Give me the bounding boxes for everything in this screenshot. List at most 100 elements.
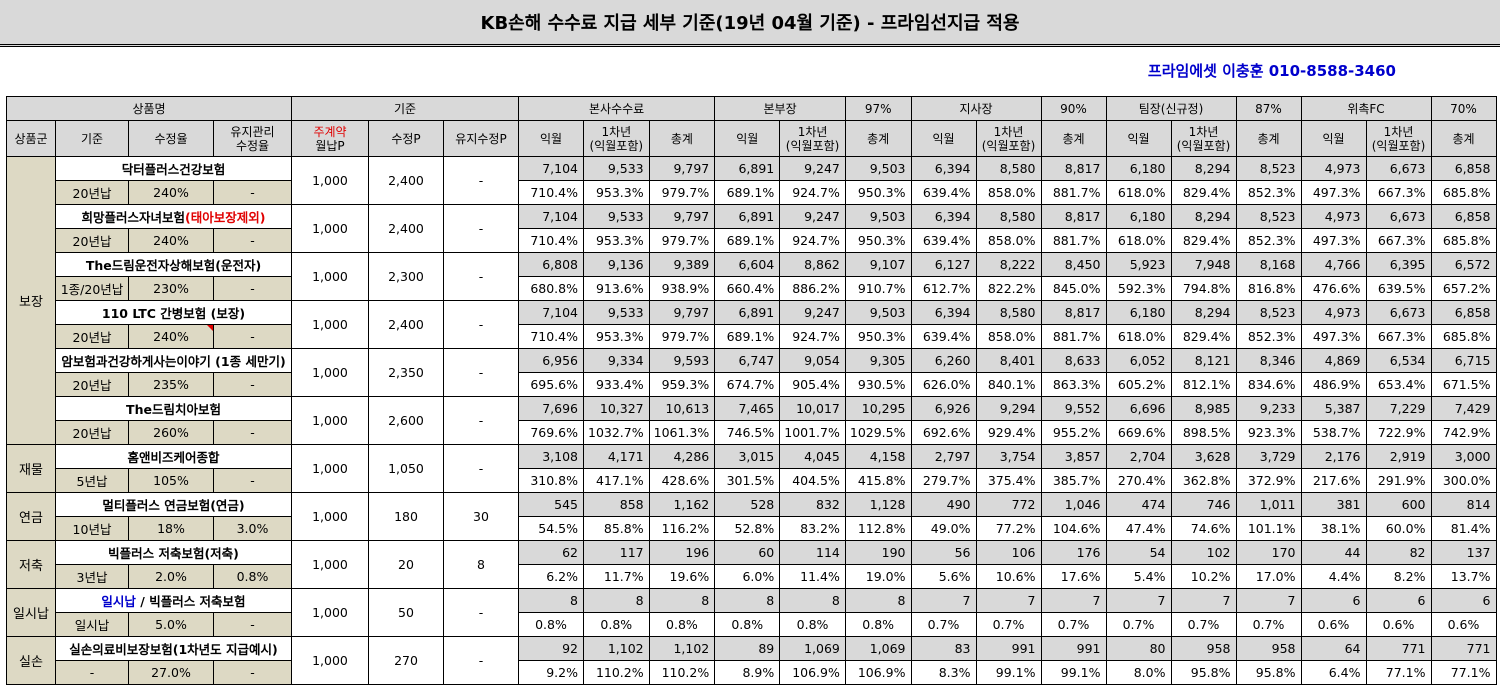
fee-amount: 6,534 bbox=[1365, 348, 1432, 373]
fee-amount: 8,168 bbox=[1235, 252, 1302, 277]
fee-rate: 834.6% bbox=[1235, 372, 1302, 397]
header-first-year: 1차년 (익월포함) bbox=[1170, 120, 1237, 157]
adj-p: 2,400 bbox=[368, 156, 444, 205]
fee-amount: 9,533 bbox=[583, 156, 650, 181]
fee-rate: 979.7% bbox=[648, 180, 716, 205]
adj-p: 2,300 bbox=[368, 252, 444, 301]
fee-rate: 54.5% bbox=[518, 516, 584, 541]
fee-amount: 6,956 bbox=[518, 348, 584, 373]
fee-rate: 486.9% bbox=[1300, 372, 1367, 397]
fee-rate: 19.6% bbox=[648, 564, 716, 589]
fee-rate: 85.8% bbox=[583, 516, 650, 541]
fee-amount: 7,229 bbox=[1365, 396, 1432, 421]
fee-rate: 710.4% bbox=[518, 180, 584, 205]
fee-rate: 1032.7% bbox=[583, 420, 650, 445]
maint-adj-p: - bbox=[443, 588, 519, 637]
payment-period: 20년납 bbox=[55, 372, 129, 397]
header-month: 익월 bbox=[1300, 120, 1367, 157]
fee-amount: 2,797 bbox=[910, 444, 977, 469]
monthly-p: 1,000 bbox=[291, 636, 369, 685]
fee-amount: 991 bbox=[1040, 636, 1107, 661]
fee-rate: 0.6% bbox=[1365, 612, 1432, 637]
product-name-prefix: 일시납 bbox=[101, 594, 136, 609]
maint-adj-p: 30 bbox=[443, 492, 519, 541]
header-jisajang-pct: 90% bbox=[1040, 96, 1107, 121]
fee-rate: 0.7% bbox=[910, 612, 977, 637]
fee-rate: 689.1% bbox=[714, 228, 781, 253]
product-row: 보장 닥터플러스건강보험 1,000 2,400-7,104 9,533 9,797 6,8… bbox=[6, 156, 1497, 445]
fee-amount: 6,858 bbox=[1430, 156, 1497, 181]
fee-amount: 8,523 bbox=[1235, 204, 1302, 229]
header-main-contract: 주계약 bbox=[313, 124, 347, 139]
adj-rate: 2.0% bbox=[128, 564, 214, 589]
fee-rate: 858.0% bbox=[975, 228, 1042, 253]
fee-rate: 1061.3% bbox=[648, 420, 716, 445]
fee-rate: 301.5% bbox=[714, 468, 781, 493]
fee-rate: 605.2% bbox=[1105, 372, 1172, 397]
product-rate-row: 20년납 260% - 769.6% 1032.7% 1061.3% 746.5% 1001.… bbox=[7, 420, 1497, 445]
fee-rate: 415.8% bbox=[844, 468, 912, 493]
fee-rate: 0.8% bbox=[779, 612, 846, 637]
adj-p: 2,400 bbox=[368, 300, 444, 349]
fee-rate: 671.5% bbox=[1430, 372, 1497, 397]
fee-amount: 1,128 bbox=[844, 492, 912, 517]
fee-amount: 4,973 bbox=[1300, 300, 1367, 325]
fee-amount: 8,985 bbox=[1170, 396, 1237, 421]
fee-rate: 77.1% bbox=[1365, 660, 1432, 685]
product-name-text: 암보험과건강하게사는이야기 (1종 세만기) bbox=[61, 354, 286, 369]
maint-adj-p: - bbox=[443, 444, 519, 493]
fee-amount: 83 bbox=[910, 636, 977, 661]
header-first-year: 1차년 (익월포함) bbox=[975, 120, 1042, 157]
adj-p: 2,400 bbox=[368, 204, 444, 253]
fee-amount: 8,121 bbox=[1170, 348, 1237, 373]
adj-rate: 235% bbox=[128, 372, 214, 397]
fee-rate: 953.3% bbox=[583, 324, 650, 349]
fee-rate: 217.6% bbox=[1300, 468, 1367, 493]
fee-rate: 695.6% bbox=[518, 372, 584, 397]
fee-amount: 8,580 bbox=[975, 204, 1042, 229]
fee-amount: 1,046 bbox=[1040, 492, 1107, 517]
fee-rate: 6.2% bbox=[518, 564, 584, 589]
monthly-p: 1,000 bbox=[291, 444, 369, 493]
fee-amount: 7 bbox=[1105, 588, 1172, 613]
fee-amount: 6,808 bbox=[518, 252, 584, 277]
fee-rate: 428.6% bbox=[648, 468, 716, 493]
header-fc: 위촉FC bbox=[1300, 96, 1432, 121]
maint-rate: - bbox=[213, 660, 292, 685]
adj-rate: 240% bbox=[128, 228, 214, 253]
product-row: 연금 멀티플러스 연금보험(연금) 1,000 180 30 545 858 1,162 528… bbox=[6, 492, 1497, 541]
fee-amount: 80 bbox=[1105, 636, 1172, 661]
fee-rate: 0.7% bbox=[1170, 612, 1237, 637]
fee-rate: 822.2% bbox=[975, 276, 1042, 301]
fee-amount: 6,673 bbox=[1365, 156, 1432, 181]
product-row: 실손 실손의료비보장보험(1차년도 지급예시) 1,000 270-92 1,102 1,… bbox=[6, 636, 1497, 685]
fee-rate: 618.0% bbox=[1105, 324, 1172, 349]
fee-amount: 170 bbox=[1235, 540, 1302, 565]
fee-rate: 99.1% bbox=[1040, 660, 1107, 685]
fee-amount: 190 bbox=[844, 540, 912, 565]
fee-amount: 8,294 bbox=[1170, 204, 1237, 229]
maint-adj-p: - bbox=[443, 300, 519, 349]
fee-rate: 840.1% bbox=[975, 372, 1042, 397]
fee-amount: 4,171 bbox=[583, 444, 650, 469]
fee-amount: 1,069 bbox=[779, 636, 846, 661]
product-name: 빅플러스 저축보험(저축) bbox=[55, 540, 292, 565]
fee-rate: 955.2% bbox=[1040, 420, 1107, 445]
fee-rate: 722.9% bbox=[1365, 420, 1432, 445]
fee-rate: 858.0% bbox=[975, 180, 1042, 205]
fee-rate: 8.9% bbox=[714, 660, 781, 685]
fee-rate: 9.2% bbox=[518, 660, 584, 685]
fee-amount: 64 bbox=[1300, 636, 1367, 661]
fee-rate: 685.8% bbox=[1430, 180, 1497, 205]
product-row: The드림치아보험 1,000 2,600-7,696 10,327 10,613 7,4… bbox=[7, 396, 1497, 445]
fee-rate: 667.3% bbox=[1365, 180, 1432, 205]
fee-amount: 6,858 bbox=[1430, 300, 1497, 325]
fee-amount: 6,394 bbox=[910, 204, 977, 229]
header-month: 익월 bbox=[1105, 120, 1172, 157]
fee-amount: 545 bbox=[518, 492, 584, 517]
fee-amount: 8 bbox=[518, 588, 584, 613]
fee-amount: 6,052 bbox=[1105, 348, 1172, 373]
product-rate-row: 20년납 240% - 710.4% 953.3% 979.7% 689.1% 924.7% 9… bbox=[7, 180, 1497, 205]
product-name-text: 빅플러스 저축보험(저축) bbox=[108, 546, 239, 561]
product-name-note: (태아보장제외) bbox=[185, 210, 266, 225]
